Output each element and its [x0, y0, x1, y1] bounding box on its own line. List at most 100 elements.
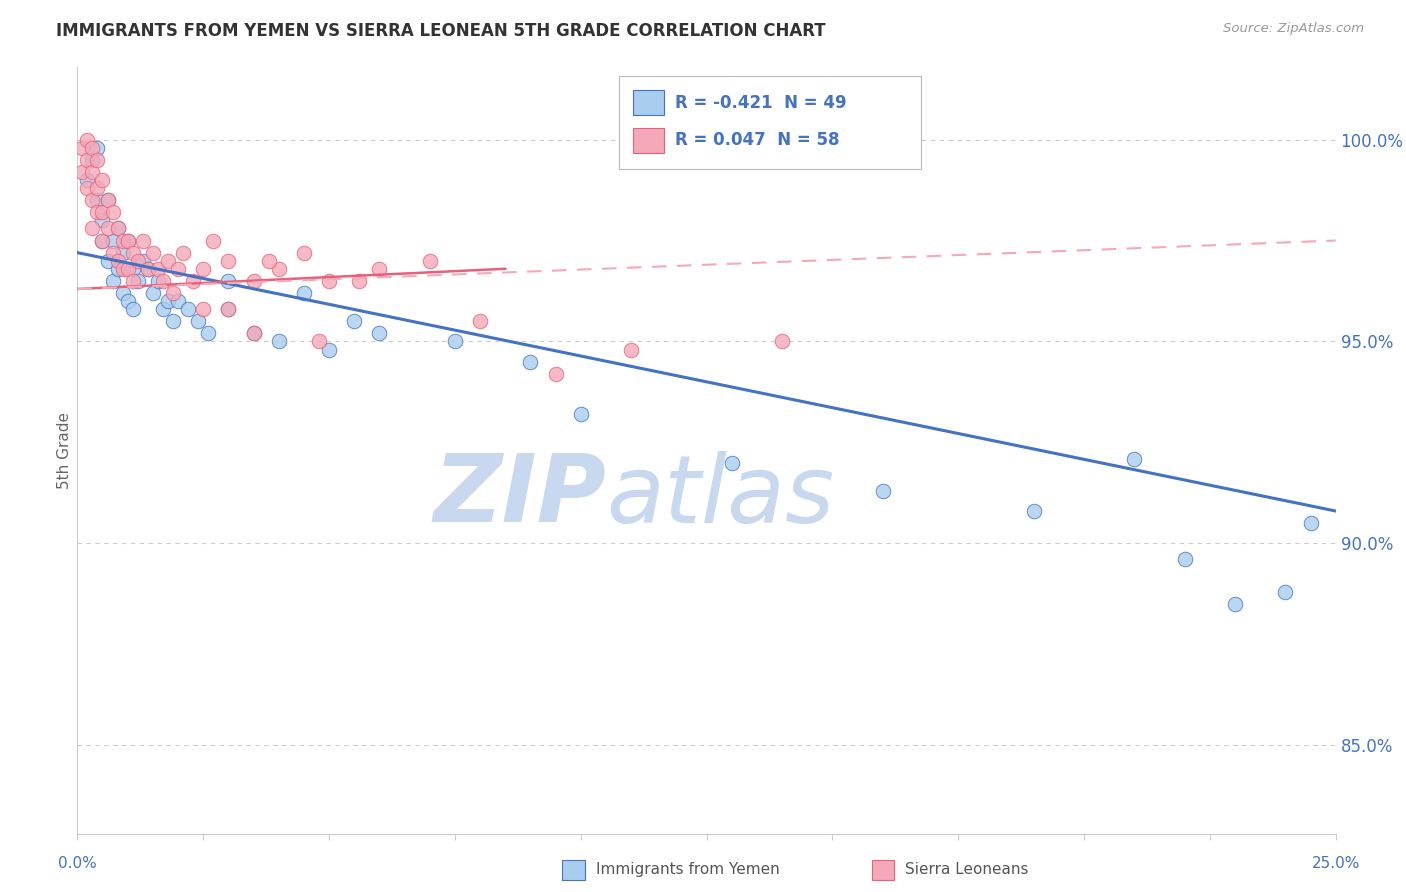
Point	[620, 343, 643, 357]
Point	[101, 234, 124, 248]
Point	[519, 354, 541, 368]
Point	[86, 193, 108, 207]
Point	[318, 343, 340, 357]
Point	[121, 245, 143, 260]
Point	[544, 367, 567, 381]
Point	[121, 302, 143, 317]
Point	[242, 274, 264, 288]
Point	[770, 334, 793, 349]
Point	[444, 334, 467, 349]
Point	[468, 314, 491, 328]
Point	[82, 193, 104, 207]
Text: IMMIGRANTS FROM YEMEN VS SIERRA LEONEAN 5TH GRADE CORRELATION CHART: IMMIGRANTS FROM YEMEN VS SIERRA LEONEAN …	[56, 22, 825, 40]
Point	[132, 253, 155, 268]
Point	[292, 245, 315, 260]
Point	[86, 181, 108, 195]
Text: atlas: atlas	[606, 451, 834, 542]
Point	[107, 221, 129, 235]
Text: 25.0%: 25.0%	[1312, 856, 1360, 871]
Point	[96, 193, 118, 207]
Text: Immigrants from Yemen: Immigrants from Yemen	[596, 863, 780, 877]
Point	[257, 253, 280, 268]
Point	[152, 274, 174, 288]
Point	[318, 274, 340, 288]
Point	[76, 132, 98, 146]
Point	[82, 153, 104, 167]
Text: Sierra Leoneans: Sierra Leoneans	[905, 863, 1029, 877]
Point	[86, 141, 108, 155]
Point	[76, 153, 98, 167]
Point	[121, 261, 143, 276]
Point	[86, 153, 108, 167]
Point	[368, 326, 391, 341]
Point	[121, 274, 143, 288]
Point	[96, 253, 118, 268]
Point	[91, 234, 114, 248]
Point	[162, 285, 184, 300]
Text: Source: ZipAtlas.com: Source: ZipAtlas.com	[1223, 22, 1364, 36]
Point	[111, 261, 134, 276]
Point	[292, 285, 315, 300]
Point	[217, 302, 239, 317]
Point	[132, 234, 155, 248]
Point	[720, 456, 742, 470]
Point	[187, 314, 209, 328]
Point	[76, 173, 98, 187]
Point	[343, 314, 366, 328]
Point	[82, 165, 104, 179]
Point	[107, 253, 129, 268]
Point	[96, 193, 118, 207]
Point	[82, 141, 104, 155]
Point	[177, 302, 200, 317]
Text: ZIP: ZIP	[433, 450, 606, 542]
Point	[156, 253, 179, 268]
Point	[872, 483, 894, 498]
Point	[101, 274, 124, 288]
Point	[146, 261, 169, 276]
Point	[419, 253, 441, 268]
Point	[117, 261, 139, 276]
Point	[197, 326, 219, 341]
Point	[347, 274, 370, 288]
Point	[152, 302, 174, 317]
Point	[91, 234, 114, 248]
Point	[111, 245, 134, 260]
Point	[142, 245, 165, 260]
Point	[101, 205, 124, 219]
Text: R = 0.047  N = 58: R = 0.047 N = 58	[675, 131, 839, 149]
Point	[368, 261, 391, 276]
Point	[267, 334, 290, 349]
Point	[217, 253, 239, 268]
Point	[91, 205, 114, 219]
Point	[267, 261, 290, 276]
Point	[117, 294, 139, 309]
Point	[1223, 597, 1246, 611]
Point	[111, 234, 134, 248]
Point	[242, 326, 264, 341]
Point	[101, 245, 124, 260]
Point	[1299, 516, 1322, 530]
Text: 0.0%: 0.0%	[58, 856, 97, 871]
Point	[191, 261, 215, 276]
Point	[1274, 584, 1296, 599]
Point	[191, 302, 215, 317]
Point	[117, 234, 139, 248]
Y-axis label: 5th Grade: 5th Grade	[56, 412, 72, 489]
Point	[217, 274, 239, 288]
Point	[72, 165, 94, 179]
Point	[127, 274, 149, 288]
Point	[569, 407, 592, 421]
Point	[1022, 504, 1045, 518]
Point	[111, 285, 134, 300]
Point	[156, 294, 179, 309]
Text: R = -0.421  N = 49: R = -0.421 N = 49	[675, 94, 846, 112]
Point	[181, 274, 204, 288]
Point	[76, 181, 98, 195]
Point	[107, 221, 129, 235]
Point	[136, 261, 159, 276]
Point	[72, 141, 94, 155]
Point	[146, 274, 169, 288]
Point	[91, 213, 114, 227]
Point	[136, 261, 159, 276]
Point	[217, 302, 239, 317]
